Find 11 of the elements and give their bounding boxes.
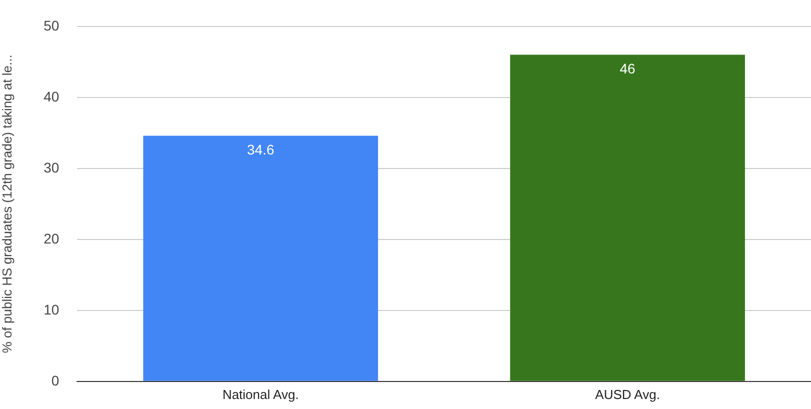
- data-label: 46: [620, 60, 636, 77]
- data-label: 34.6: [247, 142, 274, 158]
- y-axis-title: % of public HS graduates (12th grade) taking at le...: [0, 54, 14, 354]
- y-tick-label: 20: [44, 230, 60, 246]
- y-tick-label: 40: [44, 88, 60, 104]
- x-tick-label: National Avg.: [222, 386, 299, 402]
- x-tick-label: AUSD Avg.: [595, 386, 660, 402]
- y-tick-label: 50: [44, 17, 60, 34]
- y-tick-label: 10: [44, 301, 60, 318]
- y-tick-label: 30: [44, 159, 60, 176]
- y-tick-label: 0: [51, 372, 60, 388]
